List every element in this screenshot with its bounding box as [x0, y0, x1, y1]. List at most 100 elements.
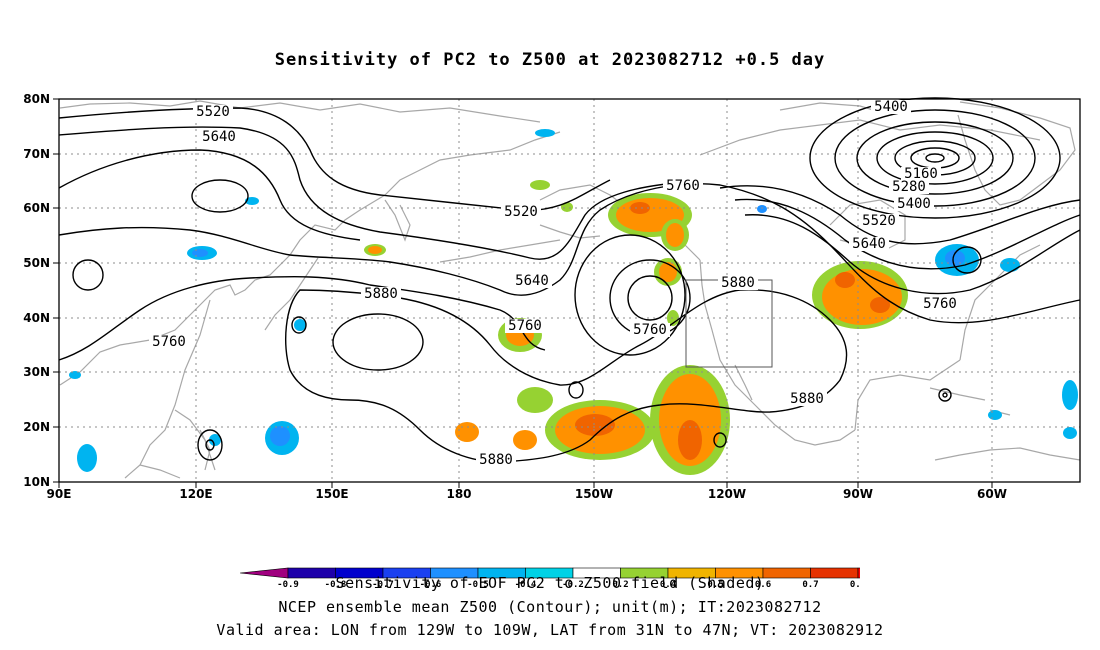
contour-label-bg: [718, 276, 758, 290]
shade-negative-cyan: [535, 129, 555, 137]
contour-label: 5520: [504, 204, 538, 220]
lon-label: 120W: [708, 487, 746, 501]
shade-negative-cyan: [1063, 427, 1077, 439]
colorbar-label: -0.7: [372, 580, 394, 588]
colorbar-label: -0.6: [420, 580, 442, 588]
shade-positive-red: [835, 272, 855, 288]
contour-label-bg: [787, 392, 827, 406]
contour-label-bg: [512, 274, 552, 288]
contour-label-bg: [859, 214, 899, 228]
shade-positive-orange: [513, 430, 537, 450]
sensitivity-map: 5520 5640 5520 5760 5640 5760 5760 5880 5880 5760…: [23, 92, 1081, 501]
shade-positive-red: [678, 420, 702, 460]
shade-positive-red: [575, 414, 615, 436]
contour-label: 5880: [721, 275, 755, 291]
caption-shaded: Sensitivity of EOF PC2 to Z500 field (Sh…: [335, 574, 765, 592]
shade-negative-cyan: [209, 434, 221, 446]
contour-label: 5760: [152, 334, 186, 350]
map-title: Sensitivity of PC2 to Z500 at 2023082712…: [274, 50, 826, 70]
lon-label: 60W: [977, 487, 1007, 501]
shade-positive-green: [561, 202, 573, 212]
contour-label-bg: [476, 453, 516, 467]
colorbar-label: 0.7: [802, 580, 818, 588]
shade-negative-cyan: [294, 319, 306, 331]
colorbar: -0.9 -0.8 -0.7 -0.6 -0.5 -0.4 -0.2 0.2 0.4 0.5 0.6…: [240, 567, 860, 588]
contour-label-bg: [663, 179, 703, 193]
sensitivity-shading: [69, 129, 1078, 475]
plot-frame: [58, 98, 1081, 483]
caption-valid-area: Valid area: LON from 129W to 109W, LAT f…: [216, 621, 884, 639]
contour-label: 5760: [923, 296, 957, 312]
shade-positive-red: [870, 297, 890, 313]
lat-label: 60N: [23, 201, 50, 215]
contour-label: 5760: [633, 322, 667, 338]
contour-label: 5880: [790, 391, 824, 407]
shade-positive-orange: [368, 246, 382, 254]
contour-label-bg: [505, 319, 545, 333]
contour-label: 5640: [852, 236, 886, 252]
colorbar-label: -0.9: [277, 580, 299, 588]
contour-label-bg: [630, 323, 670, 337]
lat-label: 20N: [23, 420, 50, 434]
lon-label: 150E: [315, 487, 348, 501]
contour-label: 5760: [508, 318, 542, 334]
contour-label: 5640: [515, 273, 549, 289]
shade-positive-green: [530, 180, 550, 190]
contour-label-bg: [361, 287, 401, 301]
contour-label-bg: [920, 297, 960, 311]
shade-positive-green: [517, 387, 553, 413]
contour-label-bg: [501, 205, 541, 219]
contour-label-bg: [889, 180, 929, 194]
contour-label-bg: [849, 237, 889, 251]
contour-label-bg: [149, 335, 189, 349]
shade-negative-cyan: [245, 197, 259, 205]
contour-label: 5520: [862, 213, 896, 229]
caption-contour: NCEP ensemble mean Z500 (Contour); unit(…: [278, 598, 822, 616]
shade-negative-blue: [270, 426, 290, 446]
colorbar-label: -0.4: [515, 580, 537, 588]
shade-negative-cyan: [988, 410, 1002, 420]
contour-label: 5640: [202, 129, 236, 145]
contour-label: 5280: [892, 179, 926, 195]
lat-label: 10N: [23, 475, 50, 489]
colorbar-label: -0.5: [467, 580, 489, 588]
colorbar-label: 0.6: [755, 580, 771, 588]
contour-label: 5400: [874, 99, 908, 115]
lat-label: 80N: [23, 92, 50, 106]
shade-negative-blue: [945, 250, 965, 266]
lon-label: 90W: [843, 487, 873, 501]
contour-label: 5520: [196, 104, 230, 120]
colorbar-label: -0.2: [562, 580, 584, 588]
contour-label-bg: [894, 197, 934, 211]
colorbar-cell: [857, 567, 860, 579]
shade-negative-blue: [192, 249, 208, 257]
colorbar-label: 0.4: [660, 580, 677, 588]
gridlines: [59, 99, 1080, 482]
shade-positive-red: [630, 202, 650, 214]
shade-negative-cyan: [1062, 380, 1078, 410]
contour-label-bg: [199, 130, 239, 144]
colorbar-label: 0.5: [707, 580, 723, 588]
shade-negative-blue: [757, 205, 767, 213]
shade-negative-cyan: [1000, 258, 1020, 272]
colorbar-label: -0.8: [325, 580, 347, 588]
colorbar-label: 0.2: [612, 580, 628, 588]
lat-label: 40N: [23, 311, 50, 325]
longitude-labels: 90E 120E 150E 180 150W 120W 90W 60W: [47, 482, 1007, 501]
lon-label: 90E: [47, 487, 72, 501]
lon-label: 180: [446, 487, 471, 501]
contour-label: 5880: [479, 452, 513, 468]
lon-label: 120E: [179, 487, 212, 501]
lat-label: 50N: [23, 256, 50, 270]
lon-label: 150W: [575, 487, 613, 501]
contour-label: 5880: [364, 286, 398, 302]
colorbar-label: 0.8: [850, 580, 860, 588]
shade-negative-cyan: [77, 444, 97, 472]
lat-label: 70N: [23, 147, 50, 161]
shade-positive-orange: [666, 223, 684, 247]
contour-labels: 5520 5640 5520 5760 5640 5760 5760 5880 5880 5760…: [149, 99, 960, 468]
contour-label-bg: [871, 100, 911, 114]
latitude-labels: 80N 70N 60N 50N 40N 30N 20N 10N: [23, 92, 59, 489]
contour-label-bg: [193, 105, 233, 119]
contour-label: 5760: [666, 178, 700, 194]
